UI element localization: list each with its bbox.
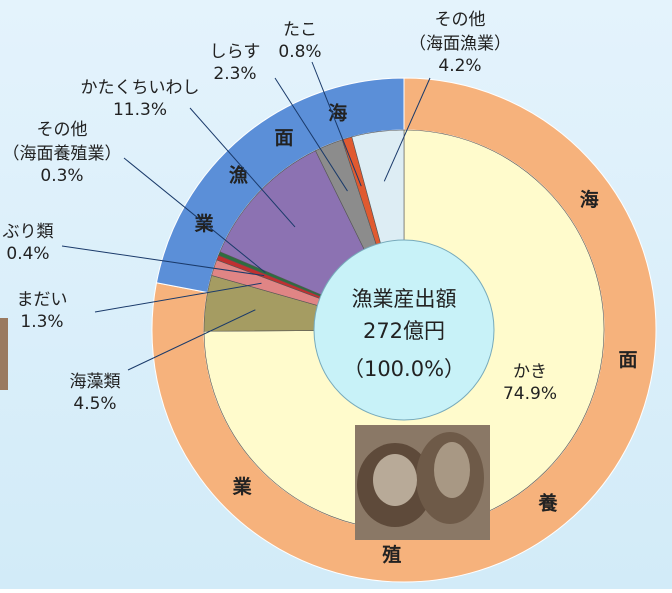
value-label: 11.3% xyxy=(113,100,167,120)
ring-char: 海 xyxy=(580,188,599,211)
page: {"chart_data": {"type": "pie", "center_t… xyxy=(0,0,672,593)
category-label: その他 xyxy=(37,120,88,140)
value-label: 4.5% xyxy=(73,394,116,414)
category-label: かき xyxy=(513,362,547,382)
center-share: （100.0%） xyxy=(343,357,465,381)
ring-char: 業 xyxy=(232,475,253,498)
ring-char: 面 xyxy=(274,127,293,149)
category-label: まだい xyxy=(17,290,68,310)
value-label: 0.4% xyxy=(6,244,49,264)
center-title: 漁業産出額 xyxy=(352,287,457,311)
oyster-photo xyxy=(355,425,490,540)
category-label: しらす xyxy=(210,42,261,62)
value-label: 4.2% xyxy=(438,56,481,76)
category-label: その他 xyxy=(435,10,486,30)
ring-char: 面 xyxy=(618,349,637,371)
category-label: （海面漁業） xyxy=(409,34,511,54)
thumbnail-photo xyxy=(0,318,8,390)
ring-char: 海 xyxy=(328,101,347,124)
category-label: （海面養殖業） xyxy=(3,144,122,164)
value-label: 2.3% xyxy=(213,64,256,84)
value-label: 0.8% xyxy=(278,42,321,62)
center-amount: 272億円 xyxy=(363,319,445,343)
value-label: 74.9% xyxy=(503,384,557,404)
value-label: 1.3% xyxy=(20,312,63,332)
value-label: 0.3% xyxy=(40,166,83,186)
chart: 漁業産出額 272億円 （100.0%） 海面養殖業海面漁業かき74.9%海藻類… xyxy=(0,0,672,589)
ring-char: 殖 xyxy=(382,544,401,566)
category-label: ぶり類 xyxy=(3,222,54,242)
category-label: 海藻類 xyxy=(70,372,121,392)
category-label: かたくちいわし xyxy=(81,78,200,98)
ring-char: 養 xyxy=(538,492,559,515)
category-label: たこ xyxy=(283,20,317,40)
ring-char: 漁 xyxy=(229,164,248,187)
